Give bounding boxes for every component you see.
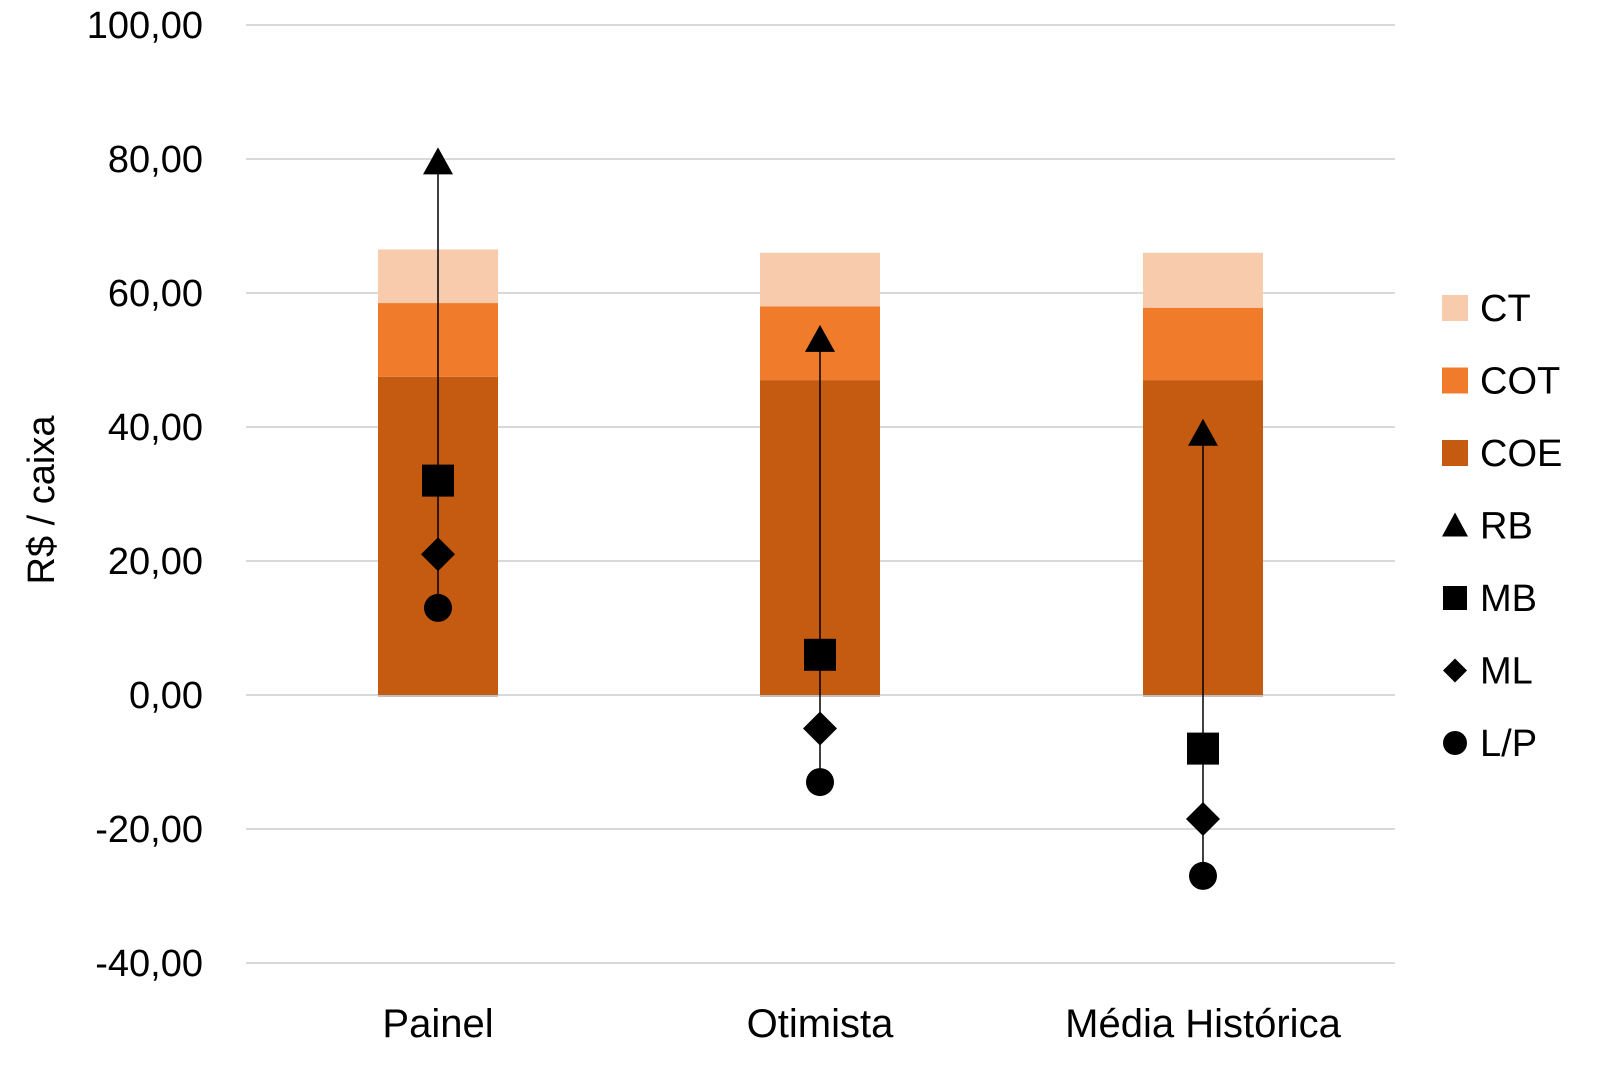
marker-ml-2 <box>803 711 837 746</box>
legend-mb-symbol <box>1443 586 1467 610</box>
y-tick-label: 40,00 <box>108 407 203 449</box>
marker-mb-2 <box>804 638 836 671</box>
marker-lp-1 <box>424 593 452 622</box>
legend-lp-label: L/P <box>1480 723 1537 765</box>
marker-ml-1 <box>421 537 455 572</box>
legend-ml-label: ML <box>1480 651 1533 693</box>
legend-ct-label: CT <box>1480 288 1531 330</box>
y-tick-label: 100,00 <box>87 5 203 47</box>
y-tick-label: 20,00 <box>108 541 203 583</box>
legend-coe-swatch <box>1442 440 1468 466</box>
bar-ct-2 <box>760 252 880 307</box>
legend-ct-swatch <box>1442 295 1468 321</box>
marker-lp-3 <box>1189 861 1217 890</box>
legend-cot-swatch <box>1442 367 1468 394</box>
y-tick-label: 80,00 <box>108 139 203 181</box>
y-tick-label: -20,00 <box>95 809 203 851</box>
legend-rb-symbol <box>1442 512 1468 537</box>
marker-ml-3 <box>1186 801 1220 836</box>
marker-rb-1 <box>423 147 453 175</box>
marker-mb-1 <box>422 464 454 497</box>
marker-mb-3 <box>1187 732 1219 765</box>
marker-rb-3 <box>1188 418 1218 446</box>
legend-coe-label: COE <box>1480 433 1562 475</box>
marker-series <box>421 147 1220 890</box>
x-category-label: Média Histórica <box>1065 1002 1341 1046</box>
legend-ml-symbol <box>1443 658 1467 683</box>
x-category-label: Otimista <box>747 1002 894 1046</box>
y-tick-label: 60,00 <box>108 273 203 315</box>
x-category-label: Painel <box>382 1002 493 1046</box>
legend-cot-label: COT <box>1480 361 1560 403</box>
y-axis-title: R$ / caixa <box>21 415 63 585</box>
y-axis-tick-labels: 100,00 80,00 60,00 40,00 20,00 0,00 -20,00 -40,… <box>87 5 203 985</box>
legend-rb-label: RB <box>1480 506 1533 548</box>
legend-mb-label: MB <box>1480 578 1537 620</box>
legend: CT COT COE RB MB ML L/P <box>1442 288 1562 765</box>
x-axis-category-labels: Painel Otimista Média Histórica <box>382 1002 1341 1046</box>
bar-cot-3 <box>1143 307 1263 381</box>
bar-ct-3 <box>1143 252 1263 308</box>
legend-lp-symbol <box>1443 731 1467 755</box>
y-tick-label: 0,00 <box>129 675 203 717</box>
y-tick-label: -40,00 <box>95 943 203 985</box>
marker-lp-2 <box>806 768 834 797</box>
marker-rb-2 <box>805 324 835 352</box>
